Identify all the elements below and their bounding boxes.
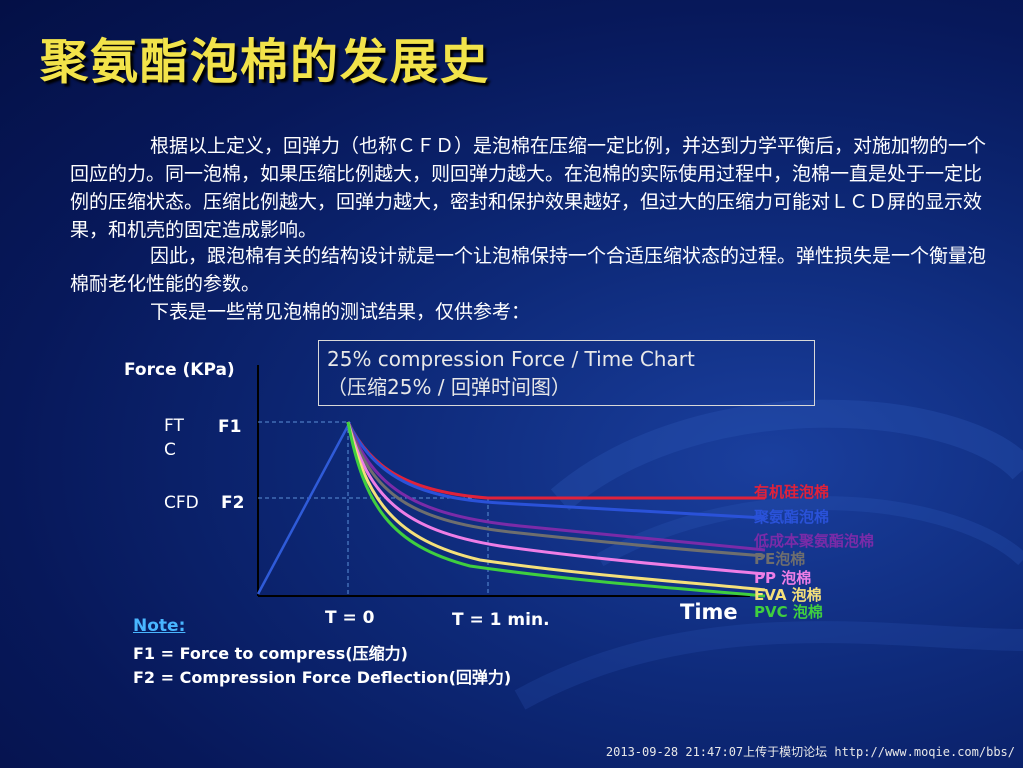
note-line-f2: F2 = Compression Force Deflection(回弹力): [133, 668, 512, 687]
x-axis-label: Time: [680, 600, 738, 624]
chart-subtitle: （压缩25% / 回弹时间图）: [327, 375, 571, 399]
slide-title: 聚氨酯泡棉的发展史: [40, 34, 491, 90]
paragraph-definition: 根据以上定义，回弹力（也称ＣＦＤ）是泡棉在压缩一定比例，并达到力学平衡后，对施加…: [70, 135, 987, 241]
legend-item-0: 有机硅泡棉: [754, 483, 830, 501]
f1-label: F1: [218, 417, 242, 437]
series-curve-6: [346, 421, 766, 598]
series-curve-0: [346, 421, 765, 500]
paragraph-table-intro: 下表是一些常见泡棉的测试结果，仅供参考：: [150, 301, 531, 323]
legend-item-1: 聚氨酯泡棉: [754, 508, 830, 526]
legend-item-4: PP 泡棉: [754, 569, 812, 587]
ftc-label: FT C: [164, 416, 184, 460]
legend-item-5: EVA 泡棉: [754, 586, 822, 604]
watermark: 2013-09-28 21:47:07上传于模切论坛 http://www.mo…: [605, 745, 1015, 759]
t0-label: T = 0: [325, 608, 375, 628]
series-curve-1: [346, 421, 766, 520]
chart-title-box: 25% compression Force / Time Chart （压缩25…: [318, 340, 815, 406]
note-title: Note:: [133, 616, 186, 636]
legend-item-3: PE泡棉: [754, 550, 806, 568]
series-curve-2: [346, 421, 766, 552]
note-line-f1: F1 = Force to compress(压缩力): [133, 644, 408, 663]
legend-item-2: 低成本聚氨酯泡棉: [754, 532, 875, 550]
chart-title: 25% compression Force / Time Chart: [327, 347, 695, 371]
series-curve-4: [346, 421, 766, 576]
cfd-label: CFD: [164, 493, 199, 513]
loading-line: [256, 421, 352, 595]
y-axis-label: Force (KPa): [124, 360, 235, 380]
t1-label: T = 1 min.: [452, 610, 550, 630]
legend-item-6: PVC 泡棉: [754, 603, 823, 621]
series-curve-5: [346, 421, 766, 592]
series-curve-3: [346, 421, 766, 558]
f2-label: F2: [221, 493, 245, 513]
paragraph-design: 因此，跟泡棉有关的结构设计就是一个让泡棉保持一个合适压缩状态的过程。弹性损失是一…: [70, 245, 987, 295]
